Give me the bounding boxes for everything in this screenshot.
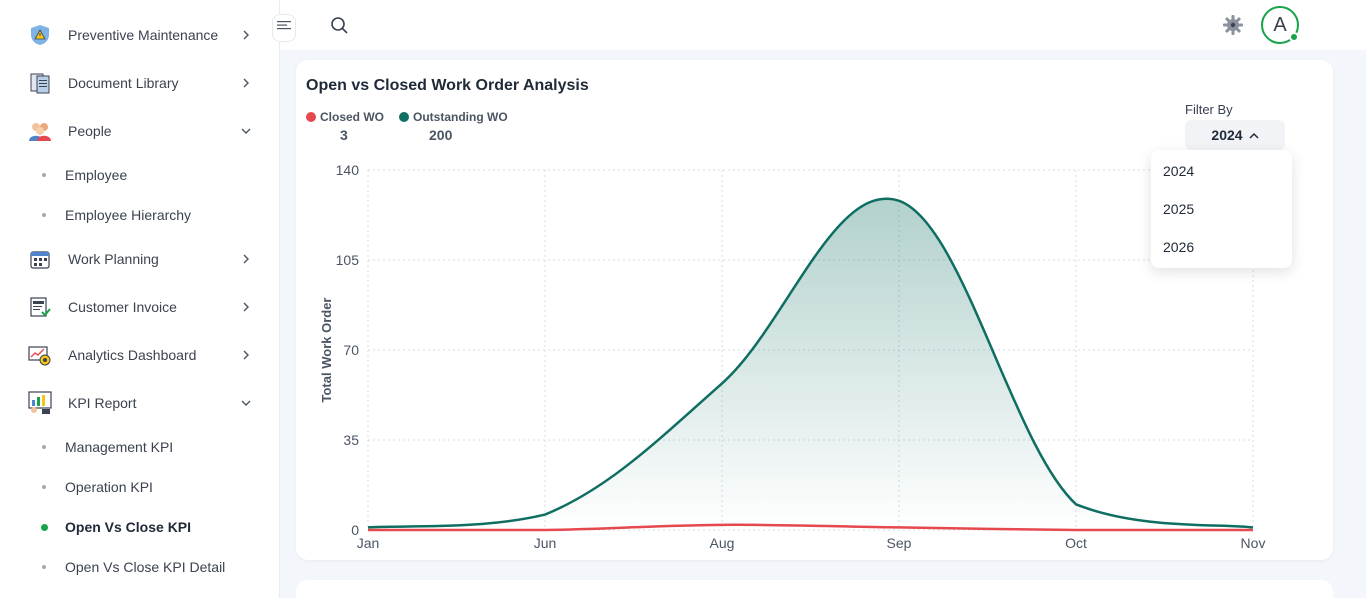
sidebar-item-analytics-dashboard[interactable]: Analytics Dashboard [0,335,280,375]
settings-button[interactable] [1222,14,1244,36]
open-vs-closed-card: Open vs Closed Work Order Analysis Close… [296,60,1333,560]
sidebar-item-kpi-report[interactable]: KPI Report [0,383,280,423]
calendar-icon [28,247,52,271]
year-filter-value: 2024 [1211,127,1243,143]
x-tick-label: Aug [710,535,735,551]
gear-icon [1222,15,1244,40]
warning-shield-icon [28,23,52,47]
sidebar-item-label: KPI Report [68,395,137,411]
sidebar-item-label: Preventive Maintenance [68,27,219,43]
y-tick-label: 35 [343,432,359,448]
bullet-dot [42,485,46,489]
sidebar-item-customer-invoice[interactable]: Customer Invoice [0,287,280,327]
sidebar-item-work-planning[interactable]: Work Planning [0,239,280,279]
year-filter-select[interactable]: 2024 [1185,120,1285,150]
document-library-icon [28,71,52,95]
sidebar-item-label: People [68,123,112,139]
sidebar-item-label: Document Library [68,75,179,91]
chevron-up-icon [1249,127,1259,143]
sidebar-subitem-label: Employee [65,167,128,183]
sidebar-item-people[interactable]: People [0,111,280,151]
sidebar-subitem-employee[interactable]: Employee [0,160,280,190]
sidebar-subitem-employee-hierarchy[interactable]: Employee Hierarchy [0,200,280,230]
search-icon [330,17,350,40]
bullet-dot [42,213,46,217]
top-bar [280,0,1366,50]
sidebar-subitem-open-vs-close-kpi[interactable]: Open Vs Close KPI [0,512,280,542]
y-tick-label: 0 [351,522,359,538]
legend-value-closed: 3 [340,127,348,143]
legend-label: Outstanding WO [413,110,508,124]
search-button[interactable] [330,16,350,36]
card-title: Open vs Closed Work Order Analysis [306,77,589,94]
outstanding-area-fill [368,198,1253,530]
invoice-icon [28,295,52,319]
year-filter-dropdown: 2024 2025 2026 [1151,150,1292,268]
chevron-down-icon [240,125,252,137]
sidebar-subitem-open-vs-close-kpi-detail[interactable]: Open Vs Close KPI Detail [0,552,280,582]
x-tick-label: Jan [357,535,380,551]
chevron-down-icon [240,397,252,409]
y-tick-label: 70 [343,342,359,358]
y-tick-label: 140 [336,162,360,178]
legend-dot-closed [306,112,316,122]
x-tick-label: Nov [1241,535,1266,551]
filter-label: Filter By [1185,102,1233,117]
analytics-icon [28,343,52,367]
chevron-right-icon [240,253,252,265]
y-axis-label: Total Work Order [319,298,334,403]
menu-icon [277,19,291,37]
bullet-dot [42,445,46,449]
people-icon [28,119,52,143]
sidebar-subitem-operation-kpi[interactable]: Operation KPI [0,472,280,502]
chart-series [367,197,1254,532]
legend-item-outstanding[interactable]: Outstanding WO [399,110,508,124]
menu-toggle-button[interactable] [272,14,296,42]
series-line-outstanding-wo[interactable] [367,197,1254,529]
legend-label: Closed WO [320,110,385,124]
avatar-initial: A [1273,13,1287,36]
sidebar-item-label: Customer Invoice [68,299,177,315]
sidebar-subitem-label: Operation KPI [65,479,153,495]
active-bullet-dot [41,523,48,531]
legend-value-outstanding: 200 [429,127,453,143]
x-tick-label: Oct [1065,535,1087,551]
secondary-card [296,580,1333,598]
bullet-dot [42,565,46,569]
user-avatar[interactable]: A [1261,6,1299,44]
y-tick-label: 105 [336,252,360,268]
chevron-right-icon [240,29,252,41]
sidebar-subitem-management-kpi[interactable]: Management KPI [0,432,280,462]
sidebar-item-label: Analytics Dashboard [68,347,197,363]
x-tick-label: Sep [887,535,912,551]
sidebar: Preventive Maintenance Document Library … [0,0,280,598]
year-option[interactable]: 2024 [1163,163,1195,179]
series-line-closed-wo[interactable] [368,523,1253,532]
work-order-area-chart: Total Work Order 0 35 70 105 140 Jan Jun Aug Sep… [319,162,1266,551]
chevron-right-icon [240,301,252,313]
online-status-dot [1289,32,1299,42]
sidebar-subitem-label: Management KPI [65,439,174,455]
kpi-report-icon [28,391,52,415]
year-option[interactable]: 2025 [1163,201,1195,217]
sidebar-subitem-label: Open Vs Close KPI [65,519,192,535]
sidebar-item-preventive-maintenance[interactable]: Preventive Maintenance [0,15,280,55]
sidebar-item-label: Work Planning [68,251,159,267]
year-option[interactable]: 2026 [1163,239,1195,255]
sidebar-subitem-label: Open Vs Close KPI Detail [65,559,226,575]
bullet-dot [42,173,46,177]
chevron-right-icon [240,349,252,361]
legend-item-closed[interactable]: Closed WO [306,110,384,124]
chart-ticks: 0 35 70 105 140 Jan Jun Aug Sep Oct Nov [336,162,1266,551]
x-tick-label: Jun [534,535,557,551]
sidebar-subitem-label: Employee Hierarchy [65,207,192,223]
chevron-right-icon [240,77,252,89]
legend-dot-outstanding [399,112,409,122]
sidebar-item-document-library[interactable]: Document Library [0,63,280,103]
